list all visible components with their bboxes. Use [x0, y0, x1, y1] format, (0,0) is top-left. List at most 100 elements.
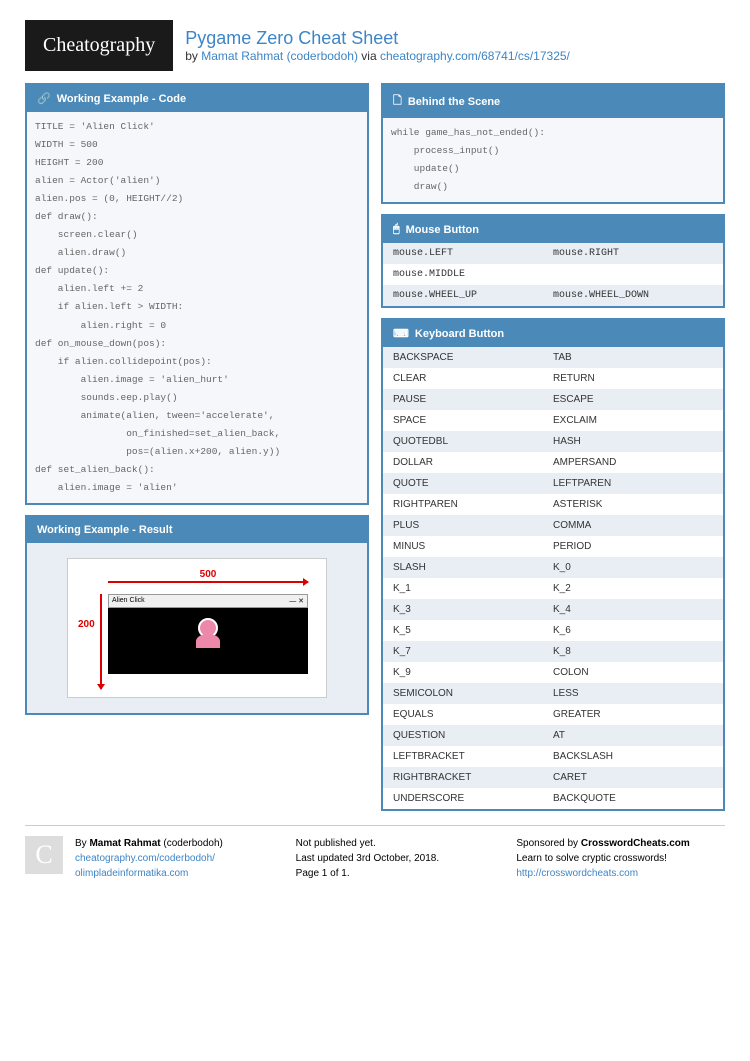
alien-sprite: [194, 618, 222, 650]
block-result: Working Example - Result 500 200 Alien C…: [25, 515, 369, 715]
table-cell: COLON: [553, 667, 713, 678]
table-cell: LEFTPAREN: [553, 478, 713, 489]
table-cell: K_7: [393, 646, 553, 657]
byline: by Mamat Rahmat (coderbodoh) via cheatog…: [185, 49, 725, 63]
table-cell: mouse.WHEEL_UP: [393, 290, 553, 301]
table-row: MINUSPERIOD: [383, 536, 723, 557]
table-cell: BACKSLASH: [553, 751, 713, 762]
table-cell: K_1: [393, 583, 553, 594]
table-cell: SPACE: [393, 415, 553, 426]
table-row: K_5K_6: [383, 620, 723, 641]
table-row: SLASHK_0: [383, 557, 723, 578]
dim-width-label: 500: [108, 569, 308, 580]
footer-logo: C: [25, 836, 63, 874]
table-cell: RIGHTPAREN: [393, 499, 553, 510]
table-cell: K_9: [393, 667, 553, 678]
right-column: 🗋Behind the Scene while game_has_not_end…: [381, 83, 725, 811]
page-title: Pygame Zero Cheat Sheet: [185, 28, 725, 49]
logo: Cheatography: [25, 20, 173, 71]
table-row: PLUSCOMMA: [383, 515, 723, 536]
table-row: mouse.WHEEL_UPmouse.WHEEL_DOWN: [383, 285, 723, 306]
table-cell: mouse.MIDDLE: [393, 269, 553, 280]
table-cell: BACKSPACE: [393, 352, 553, 363]
table-row: QUOTELEFTPAREN: [383, 473, 723, 494]
table-row: K_1K_2: [383, 578, 723, 599]
source-url[interactable]: cheatography.com/68741/cs/17325/: [380, 49, 570, 63]
link-icon: 🔗: [37, 92, 51, 105]
block-title: Keyboard Button: [415, 328, 504, 340]
table-cell: mouse.WHEEL_DOWN: [553, 290, 713, 301]
table-cell: PLUS: [393, 520, 553, 531]
table-cell: QUOTEDBL: [393, 436, 553, 447]
table-cell: K_6: [553, 625, 713, 636]
author-link[interactable]: Mamat Rahmat (coderbodoh): [201, 49, 358, 63]
result-diagram: 500 200 Alien Click— ✕: [67, 558, 327, 698]
table-row: QUESTIONAT: [383, 725, 723, 746]
block-title: Working Example - Result: [37, 524, 173, 536]
table-cell: [553, 269, 713, 280]
block-title: Mouse Button: [406, 224, 479, 236]
table-cell: K_3: [393, 604, 553, 615]
sponsor-link[interactable]: http://crosswordcheats.com: [516, 866, 725, 881]
table-cell: PAUSE: [393, 394, 553, 405]
table-cell: TAB: [553, 352, 713, 363]
block-mouse: 🖱Mouse Button mouse.LEFTmouse.RIGHTmouse…: [381, 214, 725, 308]
table-row: mouse.LEFTmouse.RIGHT: [383, 243, 723, 264]
table-row: EQUALSGREATER: [383, 704, 723, 725]
table-row: QUOTEDBLHASH: [383, 431, 723, 452]
table-cell: LESS: [553, 688, 713, 699]
table-cell: mouse.LEFT: [393, 248, 553, 259]
table-row: RIGHTBRACKETCARET: [383, 767, 723, 788]
window-titlebar: Alien Click— ✕: [108, 594, 308, 608]
table-cell: COMMA: [553, 520, 713, 531]
table-cell: RIGHTBRACKET: [393, 772, 553, 783]
arrow-horizontal: [108, 581, 308, 583]
table-cell: mouse.RIGHT: [553, 248, 713, 259]
footer-author: By Mamat Rahmat (coderbodoh) cheatograph…: [75, 836, 284, 881]
block-code: 🔗 Working Example - Code TITLE = 'Alien C…: [25, 83, 369, 505]
table-cell: QUESTION: [393, 730, 553, 741]
footer-link-1[interactable]: cheatography.com/coderbodoh/: [75, 851, 284, 866]
block-title: Behind the Scene: [408, 96, 500, 108]
table-row: BACKSPACETAB: [383, 347, 723, 368]
table-row: K_3K_4: [383, 599, 723, 620]
arrow-vertical: [100, 594, 102, 689]
table-cell: GREATER: [553, 709, 713, 720]
table-cell: QUOTE: [393, 478, 553, 489]
table-cell: HASH: [553, 436, 713, 447]
table-cell: LEFTBRACKET: [393, 751, 553, 762]
mouse-icon: 🖱: [393, 223, 400, 236]
header: Cheatography Pygame Zero Cheat Sheet by …: [25, 20, 725, 71]
table-cell: AT: [553, 730, 713, 741]
table-row: PAUSEESCAPE: [383, 389, 723, 410]
table-cell: K_4: [553, 604, 713, 615]
table-row: DOLLARAMPERSAND: [383, 452, 723, 473]
footer-meta: Not published yet. Last updated 3rd Octo…: [296, 836, 505, 881]
table-cell: UNDERSCORE: [393, 793, 553, 804]
footer-sponsor: Sponsored by CrosswordCheats.com Learn t…: [516, 836, 725, 881]
table-cell: K_8: [553, 646, 713, 657]
table-cell: CLEAR: [393, 373, 553, 384]
left-column: 🔗 Working Example - Code TITLE = 'Alien C…: [25, 83, 369, 811]
table-cell: ESCAPE: [553, 394, 713, 405]
table-cell: K_5: [393, 625, 553, 636]
block-scene: 🗋Behind the Scene while game_has_not_end…: [381, 83, 725, 204]
block-keyboard: ⌨Keyboard Button BACKSPACETABCLEARRETURN…: [381, 318, 725, 811]
table-row: UNDERSCOREBACKQUOTE: [383, 788, 723, 809]
table-cell: K_0: [553, 562, 713, 573]
table-cell: RETURN: [553, 373, 713, 384]
table-cell: ASTERISK: [553, 499, 713, 510]
table-cell: SLASH: [393, 562, 553, 573]
table-cell: BACKQUOTE: [553, 793, 713, 804]
table-cell: AMPERSAND: [553, 457, 713, 468]
footer-link-2[interactable]: olimpladeinformatika.com: [75, 866, 284, 881]
code-content: TITLE = 'Alien Click' WIDTH = 500 HEIGHT…: [27, 112, 367, 503]
keyboard-icon: ⌨: [393, 327, 409, 340]
doc-icon: 🗋: [393, 92, 402, 111]
table-row: CLEARRETURN: [383, 368, 723, 389]
table-row: LEFTBRACKETBACKSLASH: [383, 746, 723, 767]
table-cell: DOLLAR: [393, 457, 553, 468]
block-title: Working Example - Code: [57, 93, 186, 105]
table-row: K_7K_8: [383, 641, 723, 662]
table-cell: K_2: [553, 583, 713, 594]
